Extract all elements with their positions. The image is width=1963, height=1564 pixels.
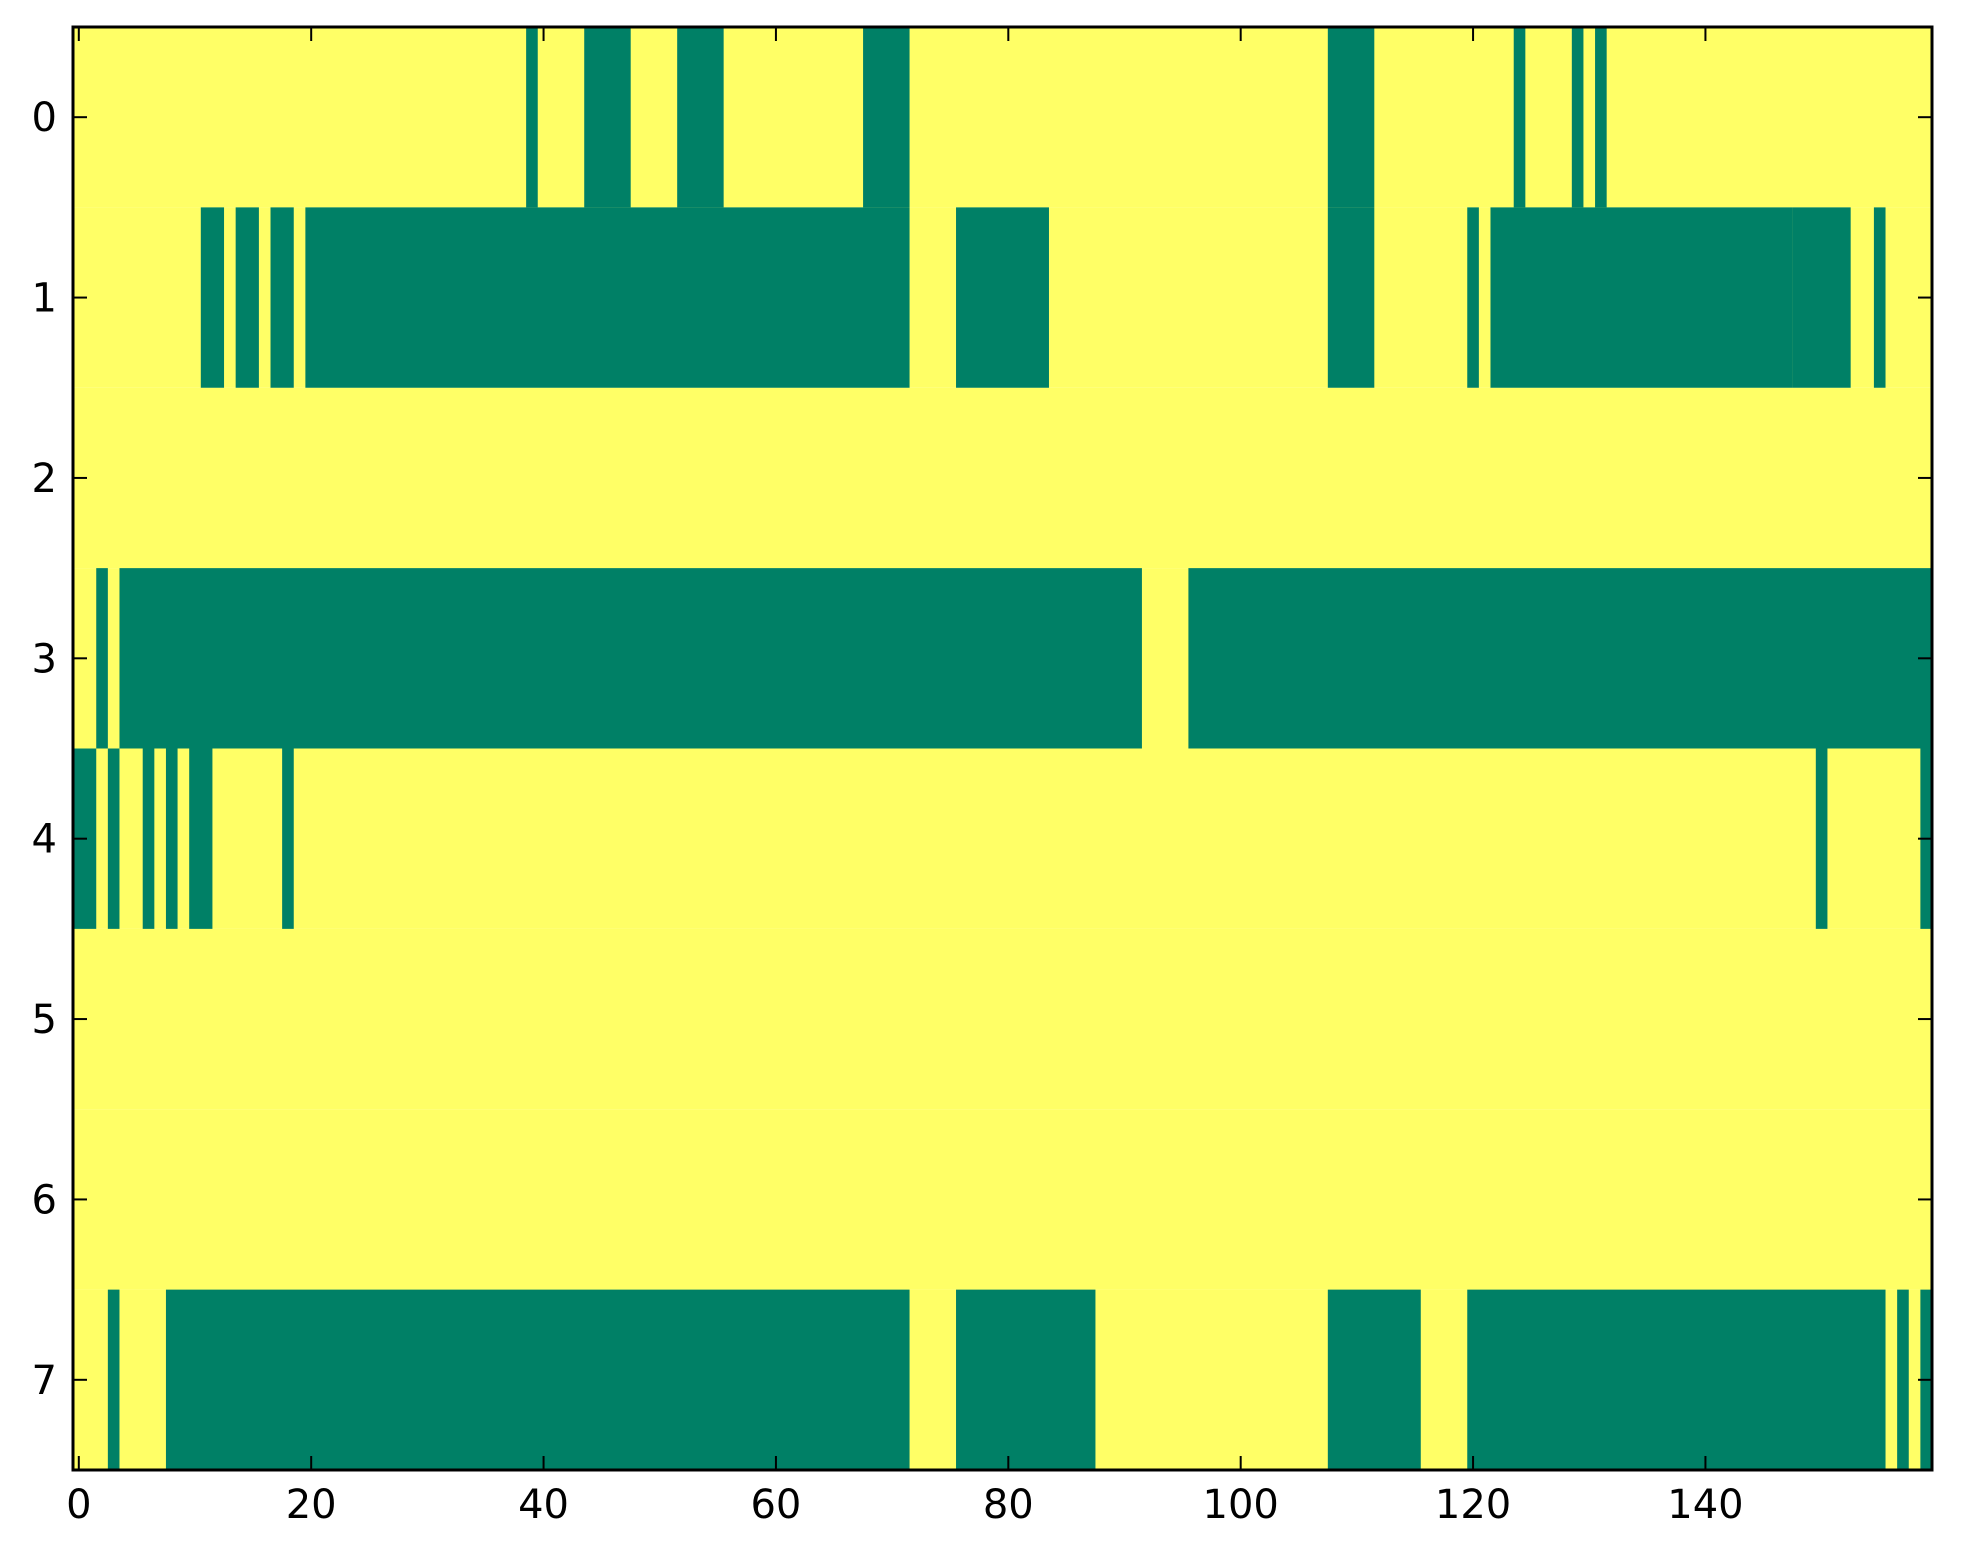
y-tick-label: 6 xyxy=(32,1177,57,1223)
heatmap-cell-run xyxy=(107,1289,120,1470)
y-tick-label: 1 xyxy=(32,276,57,322)
heatmap-cell-run xyxy=(189,748,213,929)
y-tick-label: 7 xyxy=(32,1358,57,1404)
heatmap-cell-run xyxy=(1571,27,1584,208)
y-tick-label: 2 xyxy=(32,456,57,502)
axis-ticks xyxy=(73,27,1932,1470)
heatmap-cell-run xyxy=(165,748,178,929)
heatmap-cell-run xyxy=(1873,207,1886,388)
heatmap-row-6-background xyxy=(73,1109,1932,1290)
x-tick-labels: 0 20 40 60 80 100 120 140 xyxy=(66,1482,1744,1528)
x-tick-label: 40 xyxy=(518,1482,569,1528)
x-tick-label: 120 xyxy=(1435,1482,1511,1528)
heatmap-cell-run xyxy=(119,568,1142,749)
y-tick-label: 5 xyxy=(32,997,57,1043)
heatmap-row-2-background xyxy=(73,387,1932,569)
heatmap-row-5-background xyxy=(73,928,1932,1110)
x-tick-label: 140 xyxy=(1667,1482,1743,1528)
x-tick-label: 0 xyxy=(66,1482,91,1528)
y-tick-labels: 0 1 2 3 4 5 6 7 xyxy=(32,95,57,1404)
heatmap-cell-run xyxy=(1327,1289,1421,1470)
heatmap-cell-run xyxy=(1490,207,1793,388)
plot-frame xyxy=(71,25,1934,1472)
heatmap-cell-run xyxy=(956,207,1049,388)
heatmap-cell-run xyxy=(305,207,910,388)
heatmap-cell-run xyxy=(863,27,910,208)
heatmap-cell-run xyxy=(1188,568,1932,749)
x-tick-label: 100 xyxy=(1203,1482,1279,1528)
heatmap-cell-run xyxy=(270,207,294,388)
heatmap-cells xyxy=(73,27,1932,1470)
heatmap-cell-run xyxy=(1897,1289,1909,1470)
heatmap-cell-run xyxy=(165,1289,910,1470)
heatmap-cell-run xyxy=(1595,27,1607,208)
x-tick-label: 60 xyxy=(750,1482,801,1528)
heatmap-cell-run xyxy=(956,1289,1096,1470)
heatmap-cell-run xyxy=(282,748,294,929)
heatmap-cell-run xyxy=(96,568,108,749)
y-tick-label: 0 xyxy=(32,95,57,141)
heatmap-cell-run xyxy=(1815,748,1828,929)
heatmap-cell-run xyxy=(1467,1289,1886,1470)
heatmap-cell-run xyxy=(107,748,120,929)
heatmap-cell-run xyxy=(584,27,631,208)
heatmap-row-0-background xyxy=(73,27,1932,208)
heatmap-cell-run xyxy=(142,748,155,929)
x-tick-label: 80 xyxy=(983,1482,1034,1528)
heatmap-cell-run xyxy=(1327,207,1375,388)
heatmap-cell-run xyxy=(526,27,538,208)
heatmap-cell-run xyxy=(1792,207,1851,388)
heatmap-cell-run xyxy=(1467,207,1479,388)
heatmap-cell-run xyxy=(677,27,724,208)
x-tick-label: 20 xyxy=(286,1482,337,1528)
y-tick-label: 3 xyxy=(32,636,57,682)
heatmap-row-4-background xyxy=(73,748,1932,929)
heatmap-cell-run xyxy=(1327,27,1375,208)
heatmap-cell-run xyxy=(200,207,225,388)
y-tick-label: 4 xyxy=(32,817,57,863)
heatmap-cell-run xyxy=(235,207,259,388)
heatmap-cell-run xyxy=(1513,27,1526,208)
